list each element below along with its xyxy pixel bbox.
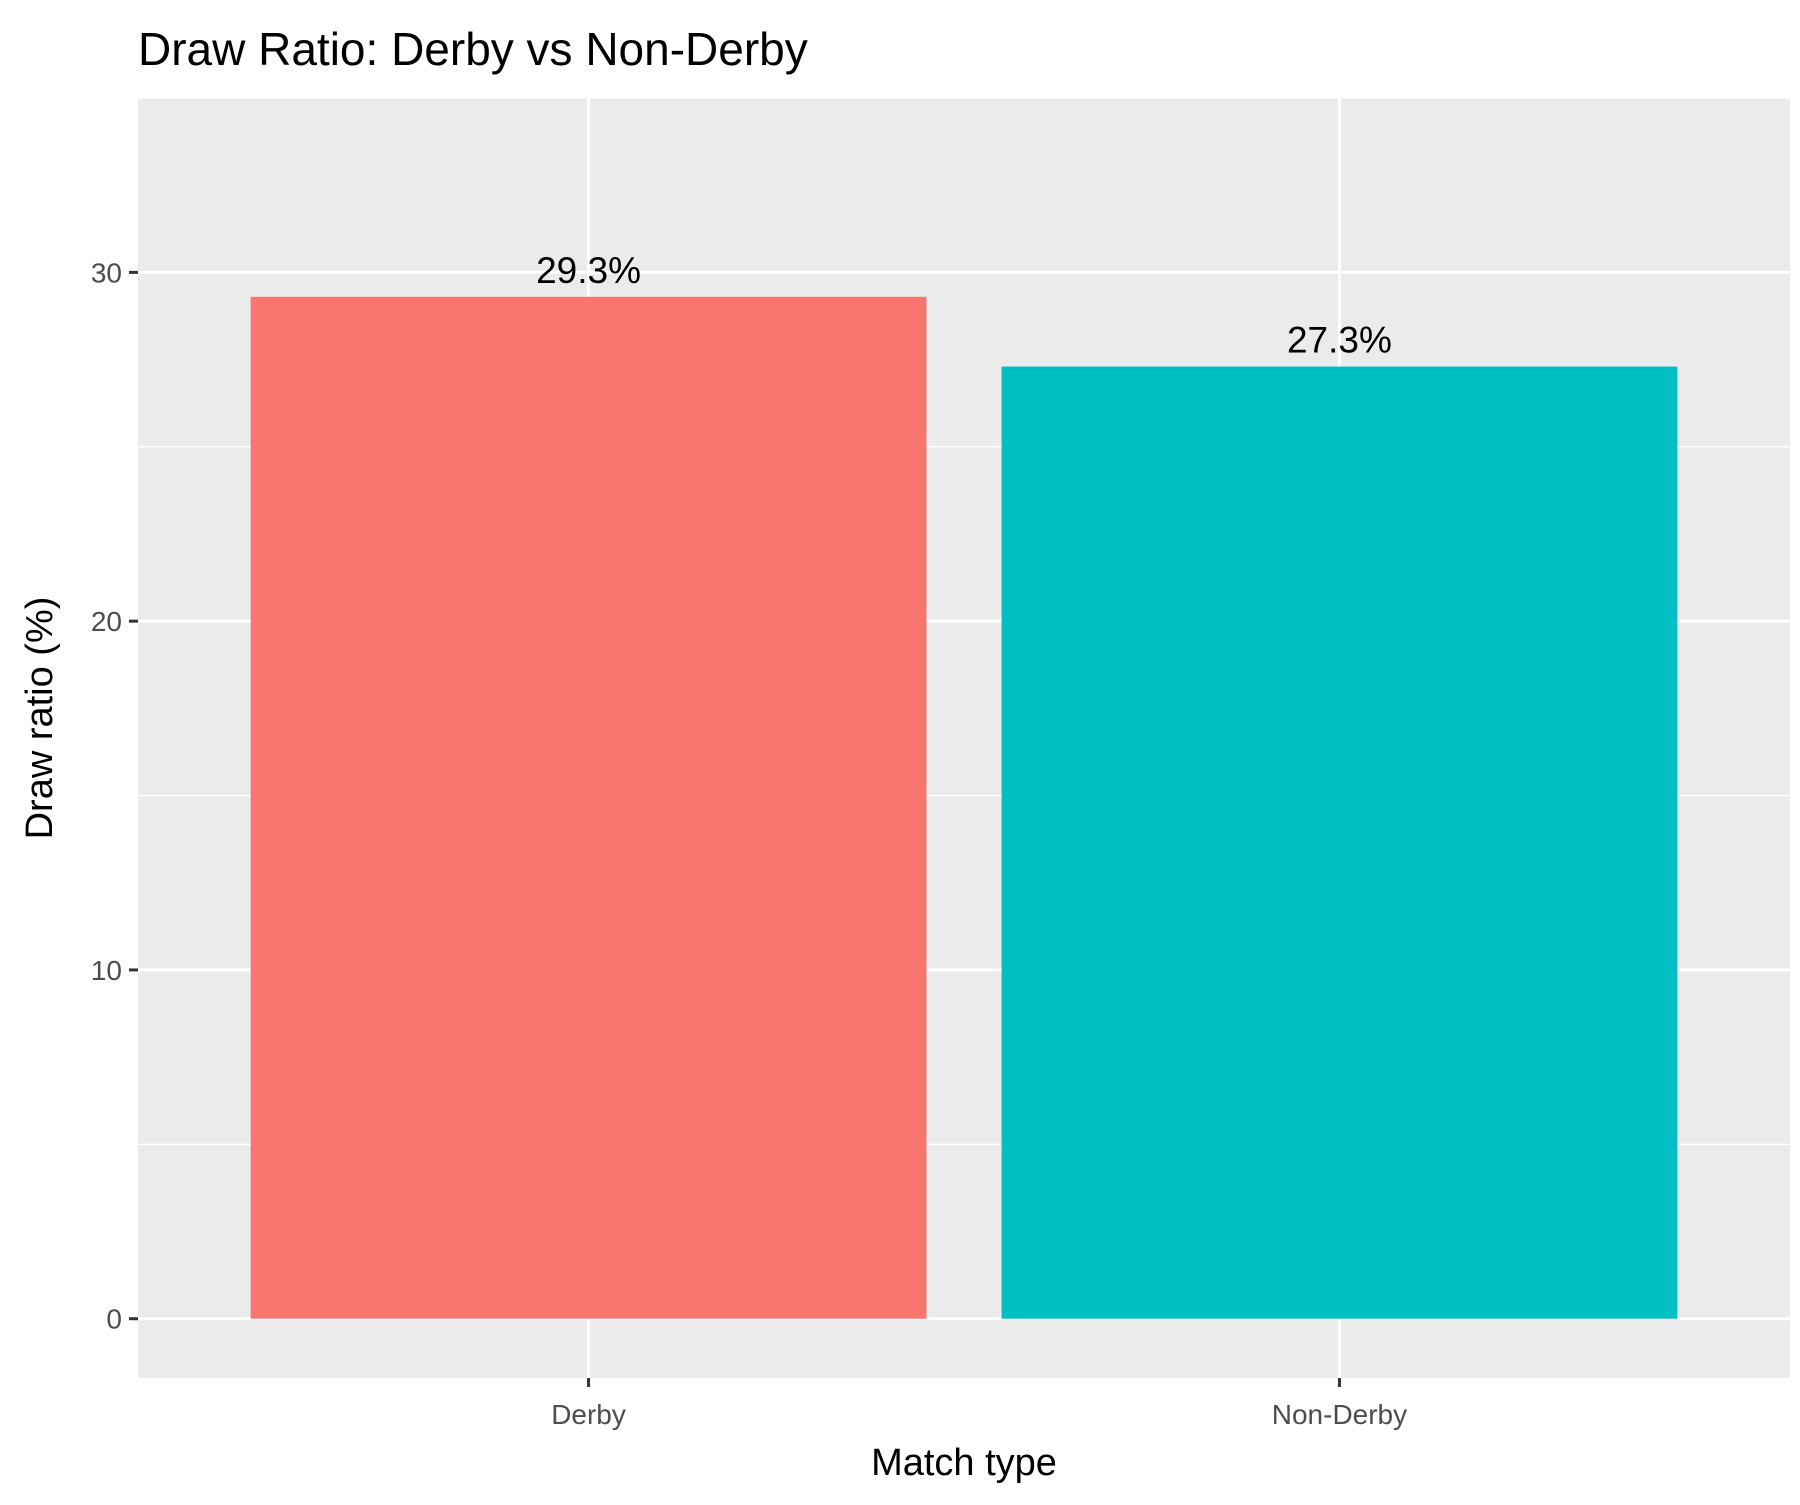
bar-labels-group: 29.3% 27.3%: [536, 250, 1392, 361]
bars-group: [250, 296, 1678, 1319]
x-axis: Derby Non-Derby: [551, 1378, 1407, 1430]
x-tick-label: Derby: [551, 1399, 626, 1430]
y-tick-label: 10: [91, 955, 122, 986]
y-tick-label: 0: [106, 1304, 122, 1335]
y-axis: 0 10 20 30: [91, 257, 138, 1335]
chart-title: Draw Ratio: Derby vs Non-Derby: [138, 23, 808, 75]
x-tick-label: Non-Derby: [1272, 1399, 1407, 1430]
bar-value-label: 27.3%: [1287, 320, 1392, 361]
bar-value-label: 29.3%: [536, 250, 641, 291]
bar-derby: [250, 296, 927, 1319]
x-axis-title: Match type: [871, 1442, 1057, 1484]
y-tick-label: 20: [91, 606, 122, 637]
bar-non-derby: [1001, 366, 1678, 1319]
y-axis-title: Draw ratio (%): [19, 597, 61, 840]
y-tick-label: 30: [91, 257, 122, 288]
